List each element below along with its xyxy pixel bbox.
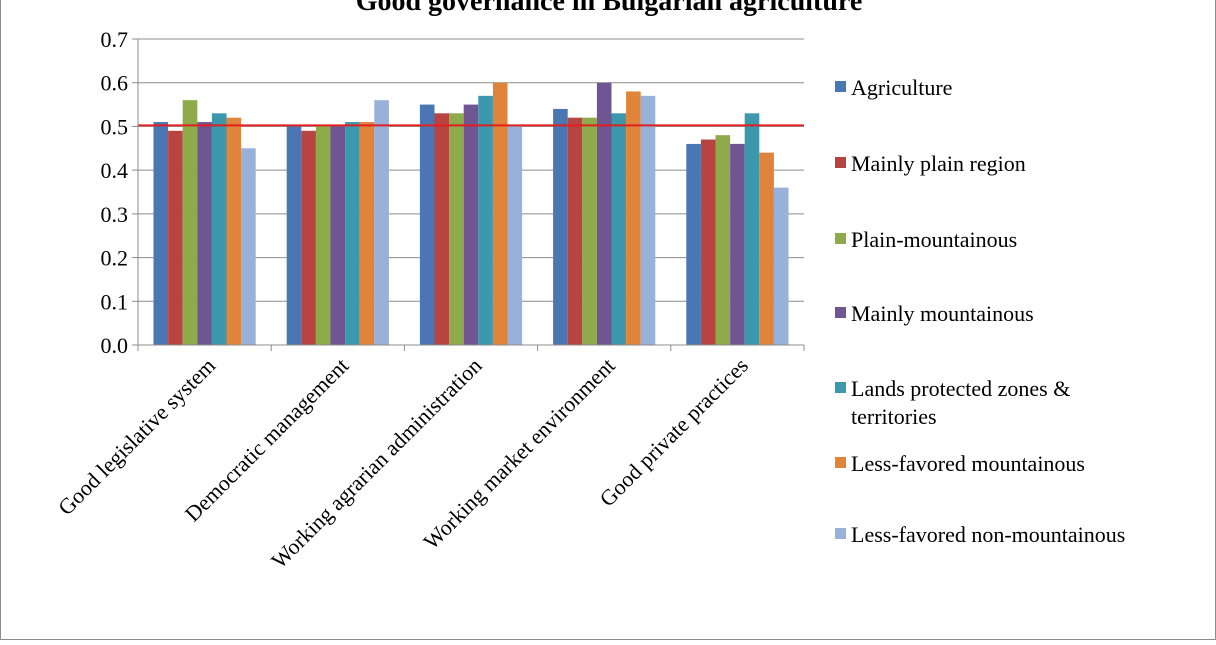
y-tick-label: 0.7: [101, 27, 129, 52]
y-tick-label: 0.0: [101, 333, 129, 358]
bar: [492, 82, 508, 345]
bar: [211, 113, 227, 345]
bar: [773, 187, 789, 345]
bar: [686, 143, 701, 345]
bar: [715, 135, 731, 345]
bar: [626, 91, 641, 345]
bar: [553, 108, 568, 345]
y-tick-label: 0.2: [101, 246, 129, 271]
bar: [419, 104, 435, 345]
bar: [582, 117, 597, 345]
legend-swatch: [835, 457, 846, 468]
x-tick-label: Working agrarian administration: [266, 353, 486, 573]
y-tick-label: 0.3: [101, 202, 129, 227]
bar: [640, 95, 656, 345]
bar: [507, 126, 523, 345]
legend-label: Less-favored mountainous: [851, 451, 1085, 476]
legend-label: Plain-mountainous: [851, 227, 1017, 252]
bar: [197, 122, 212, 345]
bar: [730, 143, 745, 345]
legend: Agriculture Mainly plain region Plain-moun…: [835, 75, 1125, 547]
bar: [182, 100, 198, 345]
chart-title: Good governance in Bulgarian agriculture: [355, 0, 863, 17]
bar: [434, 113, 450, 345]
legend-label: territories: [851, 404, 937, 429]
bar: [567, 117, 583, 345]
bar: [226, 117, 242, 345]
legend-label: Mainly plain region: [851, 151, 1026, 176]
bar: [286, 126, 302, 345]
bars: [153, 82, 789, 345]
y-tick-label: 0.1: [101, 289, 129, 314]
bar: [315, 126, 331, 345]
bar: [463, 104, 479, 345]
legend-label: Lands protected zones &: [851, 376, 1070, 401]
legend-swatch: [835, 233, 846, 244]
bar: [301, 130, 316, 345]
legend-swatch: [835, 307, 846, 318]
y-tick-label: 0.5: [101, 114, 129, 139]
legend-label: Less-favored non-mountainous: [851, 522, 1125, 547]
bar: [449, 113, 464, 345]
bar: [700, 139, 716, 345]
legend-swatch: [835, 157, 846, 168]
legend-label: Agriculture: [851, 75, 952, 100]
legend-swatch: [835, 382, 846, 393]
bar: [744, 113, 760, 345]
bar: [759, 152, 774, 345]
legend-swatch: [835, 528, 846, 539]
bar: [330, 126, 346, 345]
bar: [359, 122, 375, 345]
y-tick-label: 0.4: [101, 158, 129, 183]
bar: [596, 82, 612, 345]
legend-swatch: [835, 81, 846, 92]
x-tick-label: Good private practices: [594, 353, 752, 511]
bar: [345, 122, 360, 345]
legend-label: Mainly mountainous: [851, 301, 1034, 326]
bar: [168, 130, 183, 345]
bar: [374, 100, 389, 345]
y-tick-label: 0.6: [101, 71, 129, 96]
bar: [241, 148, 256, 345]
bar: [611, 113, 627, 345]
bar: [478, 95, 493, 345]
bar: [153, 122, 169, 345]
